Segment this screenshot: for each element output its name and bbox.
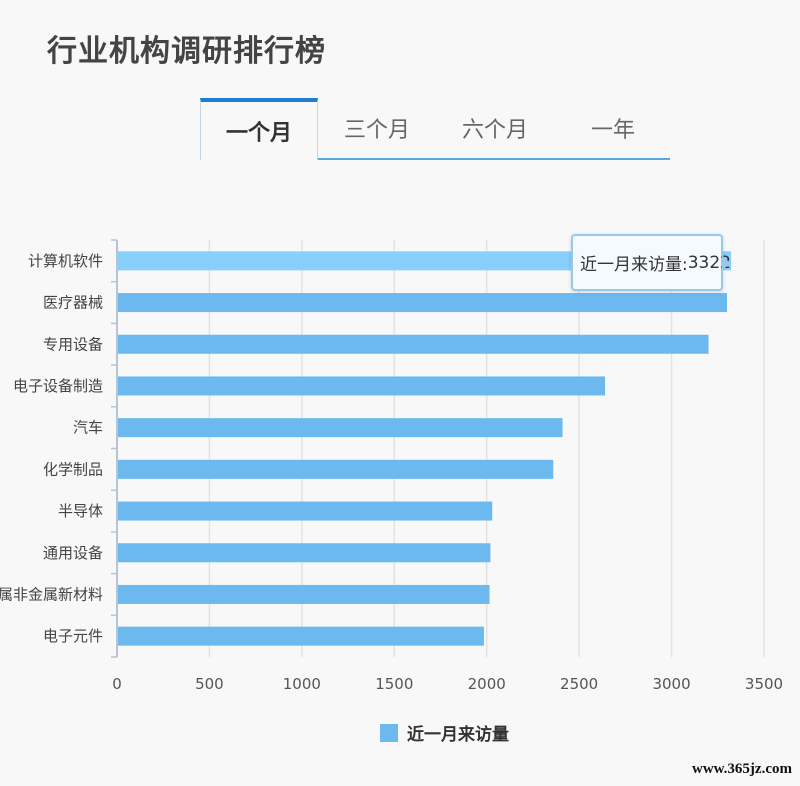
x-tick-label: 3000 — [652, 675, 690, 693]
bar[interactable] — [118, 334, 709, 354]
x-tick-label: 1500 — [375, 675, 413, 693]
bar[interactable] — [118, 626, 484, 646]
watermark: www.365jz.com — [692, 761, 792, 777]
category-label: 通用设备 — [43, 544, 103, 562]
category-label: 电子元件 — [43, 627, 103, 645]
x-tick-label: 1000 — [283, 675, 321, 693]
bar[interactable] — [118, 376, 606, 396]
category-label: 半导体 — [58, 502, 103, 520]
tooltip-label: 近一月来访量: — [580, 255, 688, 275]
category-label: 专用设备 — [43, 335, 103, 353]
page-title: 行业机构调研排行榜 — [47, 34, 326, 69]
x-tick-label: 3500 — [745, 675, 783, 693]
x-tick-label: 0 — [112, 675, 122, 693]
bar[interactable] — [118, 543, 491, 563]
bar[interactable] — [118, 501, 493, 521]
period-tabs: 一个月 三个月 六个月 一年 — [200, 98, 670, 160]
category-label: 医疗器械 — [43, 294, 103, 312]
axes — [111, 239, 118, 658]
x-tick-label: 2000 — [468, 675, 506, 693]
category-label: 计算机软件 — [28, 252, 103, 270]
legend-swatch — [380, 723, 398, 742]
chart-legend[interactable]: 近一月来访量 — [380, 720, 509, 745]
x-tick-label: 2500 — [560, 675, 598, 693]
category-label: 化学制品 — [43, 460, 103, 478]
tab-six-months[interactable]: 六个月 — [461, 118, 528, 143]
category-label: 电子设备制造 — [13, 377, 103, 395]
category-label: 金属非金属新材料 — [0, 585, 103, 603]
tab-one-month[interactable]: 一个月 — [200, 98, 318, 160]
x-tick-label: 500 — [195, 675, 224, 693]
legend-label: 近一月来访量 — [407, 725, 509, 745]
tab-one-year[interactable]: 一年 — [590, 118, 635, 143]
tab-three-months[interactable]: 三个月 — [343, 118, 410, 143]
bar[interactable] — [118, 418, 563, 438]
bar[interactable] — [118, 459, 554, 479]
labels: 0 500 1000 1500 2000 2500 3000 3500 计算机软件医疗器械专用设… — [0, 252, 783, 693]
value-tooltip: 近一月来访量: 3322 — [571, 234, 731, 291]
bar[interactable] — [118, 584, 490, 604]
category-label: 汽车 — [73, 419, 103, 437]
tooltip-value: 3322 — [687, 252, 731, 273]
bar[interactable] — [118, 293, 728, 313]
